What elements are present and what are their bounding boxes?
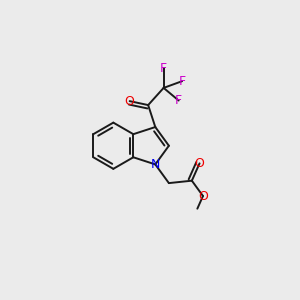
Text: F: F bbox=[160, 62, 167, 75]
Text: N: N bbox=[151, 158, 160, 171]
Text: F: F bbox=[178, 75, 186, 88]
Text: O: O bbox=[195, 157, 205, 170]
Text: F: F bbox=[175, 94, 182, 107]
Text: O: O bbox=[198, 190, 208, 202]
Text: O: O bbox=[125, 94, 135, 108]
